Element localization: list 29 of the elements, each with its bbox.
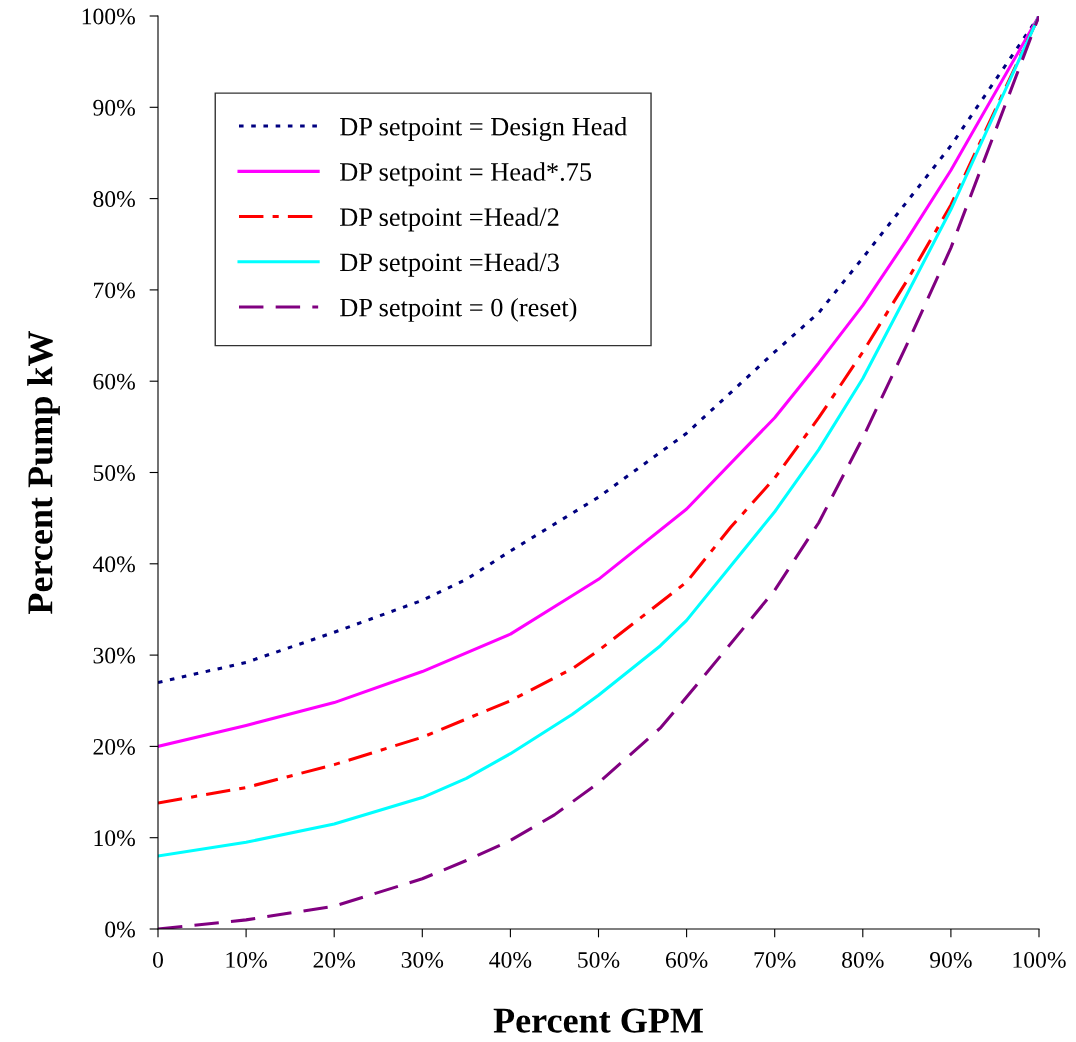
legend-label: DP setpoint = Design Head — [340, 117, 627, 142]
y-tick-label: 80% — [93, 191, 135, 208]
x-axis-title: Percent GPM — [493, 1008, 703, 1033]
y-tick-label: 0% — [105, 921, 135, 938]
legend-label: DP setpoint = 0 (reset) — [340, 297, 577, 322]
x-tick-label: 70% — [754, 951, 796, 968]
y-tick-label: 40% — [92, 556, 135, 573]
x-tick-label: 30% — [401, 951, 444, 968]
x-tick-label: 90% — [930, 951, 972, 968]
legend-label: DP setpoint =Head/3 — [340, 252, 559, 277]
legend-label: DP setpoint =Head/2 — [340, 207, 559, 232]
legend-label: DP setpoint = Head*.75 — [340, 162, 592, 187]
x-tick-label: 60% — [665, 951, 708, 968]
y-tick-label: 30% — [93, 647, 135, 664]
y-tick-label: 50% — [93, 464, 135, 481]
x-tick-label: 50% — [578, 951, 620, 968]
y-tick-label: 100% — [82, 8, 135, 25]
x-tick-label: 80% — [842, 951, 884, 968]
y-tick-label: 70% — [94, 282, 135, 299]
y-tick-label: 90% — [93, 99, 135, 116]
x-tick-label: 40% — [489, 951, 532, 968]
x-tick-label: 20% — [313, 951, 356, 968]
x-tick-label: 100% — [1013, 951, 1066, 968]
y-tick-label: 10% — [94, 830, 135, 847]
x-tick-label: 10% — [226, 951, 267, 968]
y-tick-label: 60% — [93, 373, 135, 390]
y-tick-label: 20% — [93, 738, 135, 755]
y-axis-title: Percent Pump kW — [27, 330, 60, 614]
x-tick-label: 0 — [153, 951, 163, 968]
